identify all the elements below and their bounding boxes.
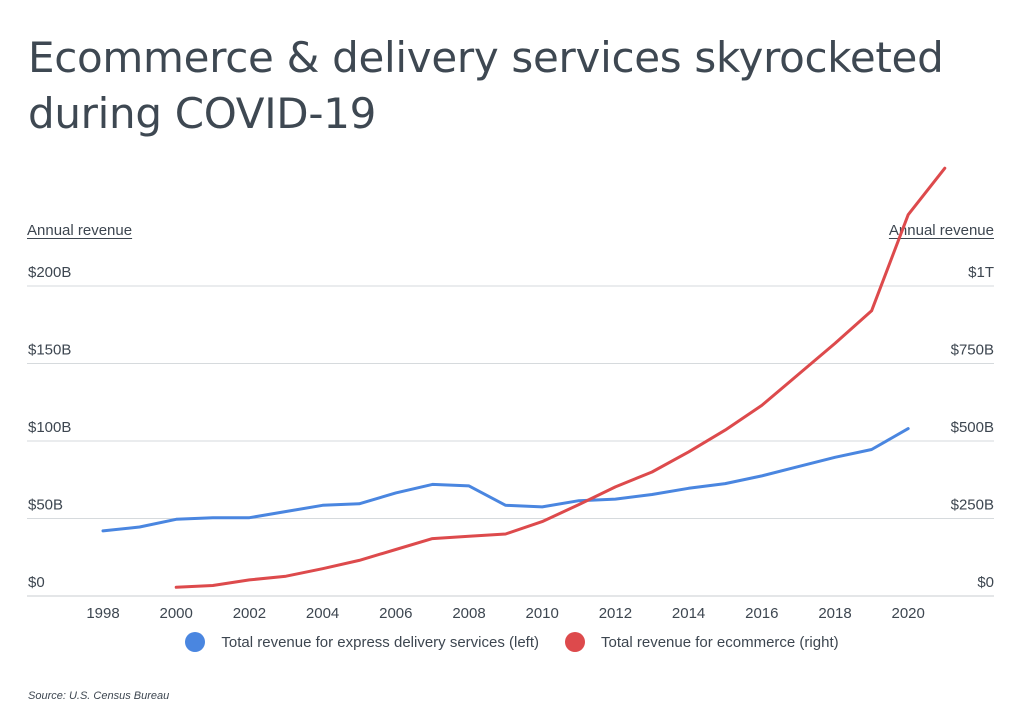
x-tick-label: 2000 bbox=[160, 605, 193, 622]
x-tick-label: 1998 bbox=[86, 605, 119, 622]
legend-label-delivery: Total revenue for express delivery servi… bbox=[221, 633, 540, 651]
ecommerce-revenue-line bbox=[174, 166, 947, 589]
left-tick-label: $200B bbox=[28, 264, 71, 281]
right-tick-label: $0 bbox=[977, 574, 994, 591]
x-tick-label: 2020 bbox=[892, 605, 925, 622]
legend-swatch-delivery bbox=[185, 632, 206, 652]
source-note: Source: U.S. Census Bureau bbox=[28, 690, 170, 702]
x-tick-label: 2018 bbox=[818, 605, 851, 622]
left-tick-label: $0 bbox=[28, 574, 45, 591]
right-tick-label: $500B bbox=[951, 419, 994, 436]
x-tick-label: 2012 bbox=[599, 605, 632, 622]
left-axis-ticks: $0 $50B $100B $150B $200B bbox=[28, 264, 71, 591]
x-tick-label: 2016 bbox=[745, 605, 778, 622]
delivery-revenue-line bbox=[101, 427, 910, 533]
legend-swatch-ecommerce bbox=[565, 632, 586, 652]
legend-item-ecommerce: Total revenue for ecommerce (right) bbox=[565, 632, 839, 652]
left-tick-label: $50B bbox=[28, 497, 63, 514]
series-lines bbox=[101, 166, 947, 589]
legend-item-delivery: Total revenue for express delivery servi… bbox=[185, 632, 539, 652]
x-tick-label: 2010 bbox=[526, 605, 559, 622]
x-axis-ticks: 1998 2000 2002 2004 2006 2008 2010 2012 2014 2016… bbox=[86, 605, 925, 622]
chart-title: Ecommerce & delivery services skyrockete… bbox=[28, 33, 944, 138]
x-tick-label: 2008 bbox=[452, 605, 485, 622]
x-tick-label: 2004 bbox=[306, 605, 339, 622]
left-tick-label: $150B bbox=[28, 342, 71, 359]
left-tick-label: $100B bbox=[28, 419, 71, 436]
x-tick-label: 2002 bbox=[233, 605, 266, 622]
left-axis-title: Annual revenue bbox=[27, 222, 133, 239]
right-tick-label: $1T bbox=[968, 264, 994, 281]
right-axis-ticks: $0 $250B $500B $750B $1T bbox=[951, 264, 994, 591]
x-tick-label: 2014 bbox=[672, 605, 705, 622]
right-tick-label: $250B bbox=[951, 497, 994, 514]
right-axis-title: Annual revenue bbox=[888, 222, 994, 239]
legend-label-ecommerce: Total revenue for ecommerce (right) bbox=[601, 633, 839, 651]
x-tick-label: 2006 bbox=[379, 605, 412, 622]
gridlines bbox=[27, 285, 994, 597]
legend: Total revenue for express delivery servi… bbox=[0, 632, 1024, 652]
right-tick-label: $750B bbox=[951, 342, 994, 359]
